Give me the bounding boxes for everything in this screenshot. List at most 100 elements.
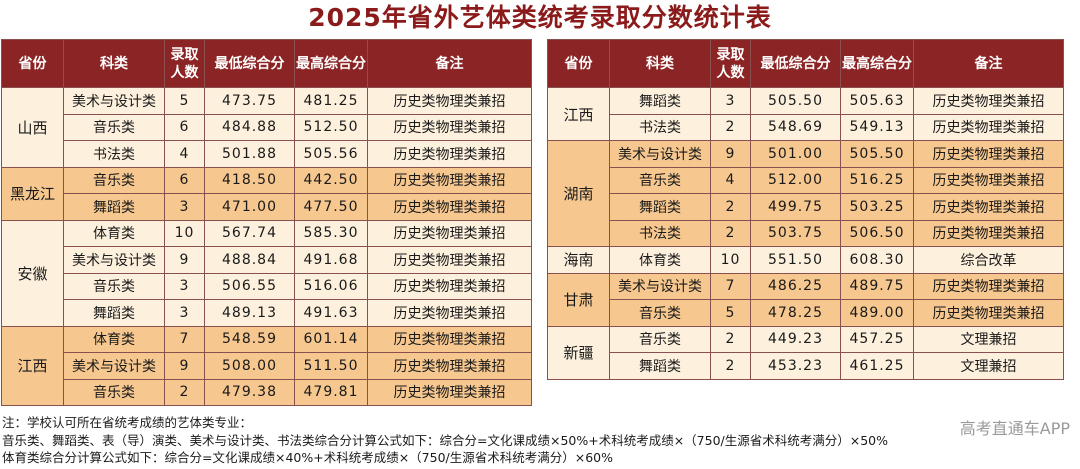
subject-cell: 音乐类 bbox=[609, 166, 711, 194]
min-score-cell: 478.25 bbox=[750, 299, 841, 327]
note-cell: 历史类物理类兼招 bbox=[367, 378, 532, 406]
note-cell: 历史类物理类兼招 bbox=[367, 113, 532, 141]
note-cell: 历史类物理类兼招 bbox=[913, 272, 1064, 300]
note-cell: 历史类物理类兼招 bbox=[913, 140, 1064, 168]
subject-cell: 体育类 bbox=[609, 246, 711, 274]
header-province: 省份 bbox=[1, 39, 64, 88]
subject-cell: 音乐类 bbox=[63, 272, 165, 300]
count-cell: 9 bbox=[164, 246, 205, 274]
count-cell: 2 bbox=[710, 113, 751, 141]
note-cell: 文理兼招 bbox=[913, 325, 1064, 353]
province-cell: 山西 bbox=[1, 87, 64, 168]
province-cell: 甘肃 bbox=[547, 272, 610, 327]
subject-cell: 美术与设计类 bbox=[63, 87, 165, 115]
count-cell: 9 bbox=[164, 352, 205, 380]
count-cell: 7 bbox=[164, 325, 205, 353]
note-cell: 历史类物理类兼招 bbox=[913, 193, 1064, 221]
max-score-cell: 608.30 bbox=[840, 246, 914, 274]
table-row: 音乐类 6 484.88 512.50 历史类物理类兼招 bbox=[2, 113, 532, 141]
table-row: 湖南 美术与设计类 9 501.00 505.50 历史类物理类兼招 bbox=[547, 140, 1064, 247]
max-score-cell: 506.50 bbox=[840, 219, 914, 247]
subject-cell: 书法类 bbox=[609, 113, 711, 141]
province-cell: 黑龙江 bbox=[1, 166, 64, 221]
table-row: 书法类 4 501.88 505.56 历史类物理类兼招 bbox=[2, 140, 532, 168]
table-row: 美术与设计类 9 488.84 491.68 历史类物理类兼招 bbox=[2, 246, 532, 274]
note-cell: 历史类物理类兼招 bbox=[367, 299, 532, 327]
count-cell: 2 bbox=[710, 325, 751, 353]
max-score-cell: 585.30 bbox=[294, 219, 368, 247]
subject-cell: 体育类 bbox=[63, 219, 165, 247]
max-score-cell: 489.00 bbox=[840, 299, 914, 327]
table-header-row: 省份 科类 录取人数 最低综合分 最高综合分 备注 bbox=[547, 39, 1064, 88]
table-row: 美术与设计类 9 508.00 511.50 历史类物理类兼招 bbox=[2, 352, 532, 380]
min-score-cell: 489.13 bbox=[204, 299, 295, 327]
note-cell: 历史类物理类兼招 bbox=[367, 272, 532, 300]
table-row: 音乐类 2 479.38 479.81 历史类物理类兼招 bbox=[2, 378, 532, 406]
province-cell: 海南 bbox=[547, 246, 610, 274]
footnote-line: 体育类综合分计算公式如下：综合分=文化课成绩×40%+术科统考成绩×（750/生… bbox=[2, 450, 614, 465]
table-body-left: 山西 美术与设计类 5 473.75 481.25 历史类物理类兼招 音乐类 6 484.88 5… bbox=[1, 87, 532, 406]
count-cell: 5 bbox=[710, 299, 751, 327]
footnote-line: 注：学校认可所在省统考成绩的艺体类专业： bbox=[2, 415, 253, 430]
note-cell: 历史类物理类兼招 bbox=[913, 166, 1064, 194]
subject-cell: 舞蹈类 bbox=[609, 87, 711, 115]
min-score-cell: 548.69 bbox=[750, 113, 841, 141]
min-score-cell: 501.00 bbox=[750, 140, 841, 168]
max-score-cell: 505.63 bbox=[840, 87, 914, 115]
note-cell: 历史类物理类兼招 bbox=[913, 87, 1064, 115]
table-row: 舞蹈类 3 471.00 477.50 历史类物理类兼招 bbox=[2, 193, 532, 221]
subject-cell: 书法类 bbox=[609, 219, 711, 247]
min-score-cell: 505.50 bbox=[750, 87, 841, 115]
note-cell: 历史类物理类兼招 bbox=[367, 325, 532, 353]
subject-cell: 舞蹈类 bbox=[63, 193, 165, 221]
max-score-cell: 442.50 bbox=[294, 166, 368, 194]
note-cell: 历史类物理类兼招 bbox=[367, 140, 532, 168]
min-score-cell: 548.59 bbox=[204, 325, 295, 353]
table-row: 新疆 音乐类 2 449.23 457.25 文理兼招 bbox=[547, 325, 1064, 380]
min-score-cell: 471.00 bbox=[204, 193, 295, 221]
max-score-cell: 503.25 bbox=[840, 193, 914, 221]
table-row: 书法类 2 503.75 506.50 历史类物理类兼招 bbox=[548, 219, 1064, 247]
count-cell: 9 bbox=[710, 140, 751, 168]
subject-cell: 舞蹈类 bbox=[63, 299, 165, 327]
footnote-line: 音乐类、舞蹈类、表（导）演类、美术与设计类、书法类综合分计算公式如下：综合分=文… bbox=[2, 432, 889, 448]
max-score-cell: 491.68 bbox=[294, 246, 368, 274]
min-score-cell: 449.23 bbox=[750, 325, 841, 353]
max-score-cell: 491.63 bbox=[294, 299, 368, 327]
province-cell: 江西 bbox=[547, 87, 610, 141]
header-province: 省份 bbox=[547, 39, 610, 88]
min-score-cell: 488.84 bbox=[204, 246, 295, 274]
max-score-cell: 505.56 bbox=[294, 140, 368, 168]
header-count: 录取人数 bbox=[710, 39, 751, 88]
header-count: 录取人数 bbox=[164, 39, 205, 88]
subject-cell: 音乐类 bbox=[63, 113, 165, 141]
count-cell: 4 bbox=[164, 140, 205, 168]
header-note: 备注 bbox=[913, 39, 1064, 88]
max-score-cell: 461.25 bbox=[840, 352, 914, 380]
province-cell: 新疆 bbox=[547, 325, 610, 380]
note-cell: 历史类物理类兼招 bbox=[367, 352, 532, 380]
note-cell: 历史类物理类兼招 bbox=[913, 219, 1064, 247]
header-min-score: 最低综合分 bbox=[204, 39, 295, 88]
table-row: 山西 美术与设计类 5 473.75 481.25 历史类物理类兼招 bbox=[1, 87, 532, 168]
subject-cell: 体育类 bbox=[63, 325, 165, 353]
admission-table-left: 省份 科类 录取人数 最低综合分 最高综合分 备注 山西 美术与设计类 5 473.7… bbox=[1, 39, 532, 406]
table-row: 舞蹈类 2 499.75 503.25 历史类物理类兼招 bbox=[548, 193, 1064, 221]
subject-cell: 美术与设计类 bbox=[63, 352, 165, 380]
subject-cell: 书法类 bbox=[63, 140, 165, 168]
max-score-cell: 516.06 bbox=[294, 272, 368, 300]
min-score-cell: 473.75 bbox=[204, 87, 295, 115]
max-score-cell: 479.81 bbox=[294, 378, 368, 406]
header-note: 备注 bbox=[367, 39, 532, 88]
header-max-score: 最高综合分 bbox=[840, 39, 914, 88]
table-row: 音乐类 5 478.25 489.00 历史类物理类兼招 bbox=[548, 299, 1064, 327]
table-row: 江西 体育类 7 548.59 601.14 历史类物理类兼招 bbox=[1, 325, 532, 406]
max-score-cell: 549.13 bbox=[840, 113, 914, 141]
max-score-cell: 511.50 bbox=[294, 352, 368, 380]
header-max-score: 最高综合分 bbox=[294, 39, 368, 88]
subject-cell: 音乐类 bbox=[63, 378, 165, 406]
subject-cell: 舞蹈类 bbox=[609, 352, 711, 380]
count-cell: 10 bbox=[164, 219, 205, 247]
subject-cell: 音乐类 bbox=[609, 325, 711, 353]
max-score-cell: 489.75 bbox=[840, 272, 914, 300]
